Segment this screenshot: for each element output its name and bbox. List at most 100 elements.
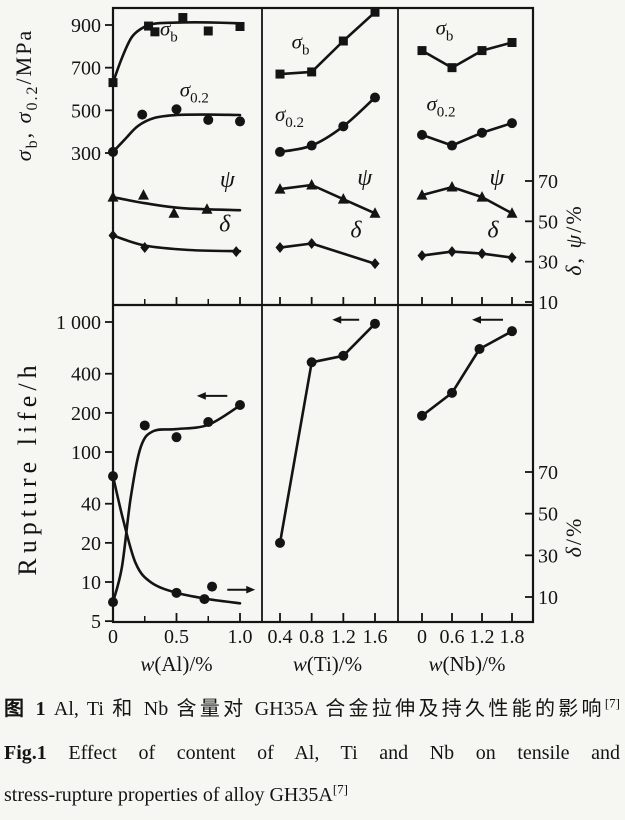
al-sigma-b-top-points xyxy=(108,13,245,88)
svg-text:σb, σ0.2/MPa: σb, σ0.2/MPa xyxy=(11,29,41,161)
nb-sigma-b-top-points xyxy=(417,37,517,73)
caption-cn-text: Al, Ti 和 Nb 含量对 GH35A 合金拉伸及持久性能的影响 xyxy=(45,698,605,720)
svg-text:w(Ti)/%: w(Ti)/% xyxy=(293,652,362,676)
svg-text:0: 0 xyxy=(108,626,118,648)
svg-text:0.4: 0.4 xyxy=(268,626,293,648)
nb-delta-top-curve xyxy=(420,250,514,259)
caption-english-line1: Fig.1 Effect of content of Al, Ti and Nb… xyxy=(4,740,620,767)
svg-text:1 000: 1 000 xyxy=(56,312,101,334)
ti-sigma-b-top-curve xyxy=(278,10,377,76)
al-axis-arrow-left-icon xyxy=(196,392,228,400)
ti-psi-top-curve xyxy=(278,183,377,215)
panel-al: 0 0.5 1.0 w(Al)/% σb σ0.2 ψδ xyxy=(107,13,256,676)
ti-psi-top-points xyxy=(274,179,381,218)
ti-delta-top-points xyxy=(275,238,380,270)
svg-text:0.8: 0.8 xyxy=(299,626,324,648)
svg-text:ψ: ψ xyxy=(357,165,373,191)
svg-text:σ0.2: σ0.2 xyxy=(426,91,455,120)
nb-sigma-02-top-curve xyxy=(420,121,514,147)
svg-text:1.2: 1.2 xyxy=(331,626,356,648)
nb-rupture-life-bottom-points xyxy=(417,326,517,421)
axis-top-left: 900 700 500 300 xyxy=(71,15,114,165)
svg-text:10: 10 xyxy=(538,587,558,609)
al-rupture-life-bottom-points xyxy=(108,399,245,608)
ti-sigma-b-top-points xyxy=(275,7,380,79)
svg-text:40: 40 xyxy=(81,494,101,516)
svg-text:0.5: 0.5 xyxy=(164,626,189,648)
svg-text:1.8: 1.8 xyxy=(500,626,525,648)
al-delta-rupture-bottom-points xyxy=(108,471,218,605)
svg-text:30: 30 xyxy=(538,252,558,274)
al-delta-top-curve xyxy=(111,234,242,253)
nb-sigma-b-top-curve xyxy=(420,41,514,69)
caption-cn-ref: [7] xyxy=(604,695,621,711)
svg-text:5: 5 xyxy=(91,611,101,633)
caption-en-ref: [7] xyxy=(332,781,348,797)
ti-rupture-life-bottom-points xyxy=(275,318,380,548)
ti-axis-arrow-left-icon xyxy=(332,315,360,324)
caption-english-line2: stress-rupture properties of alloy GH35A… xyxy=(4,782,620,809)
svg-text:50: 50 xyxy=(538,504,558,526)
al-psi-top-points xyxy=(107,189,213,218)
al-delta-top-points xyxy=(108,229,241,258)
axis-top-right: 70 50 30 10 xyxy=(525,171,558,314)
svg-text:w(Al)/%: w(Al)/% xyxy=(140,652,212,676)
al-sigma-02-top-curve xyxy=(111,113,242,154)
svg-text:400: 400 xyxy=(71,364,101,386)
al-psi-top-curve xyxy=(111,195,242,212)
svg-text:0.6: 0.6 xyxy=(440,626,465,648)
panel-nb: 0 0.6 1.2 1.8 w(Nb)/% σb σ0.2 ψδ xyxy=(416,16,525,676)
nb-psi-top-points xyxy=(416,181,518,218)
caption-en-text2: stress-rupture properties of alloy GH35A xyxy=(4,784,333,806)
svg-text:0: 0 xyxy=(417,626,427,648)
al-sigma-02-top-points xyxy=(108,104,245,157)
caption-en-label: Fig.1 xyxy=(4,742,47,764)
nb-sigma-02-top-points xyxy=(417,118,517,151)
svg-text:70: 70 xyxy=(538,171,558,193)
svg-text:σb: σb xyxy=(292,29,310,58)
caption-en-text1: Effect of content of Al, Ti and Nb on te… xyxy=(46,742,620,764)
svg-text:ψ: ψ xyxy=(220,167,236,193)
axis-bottom-right: 70 50 30 10 xyxy=(525,462,558,609)
ti-sigma-02-top-points xyxy=(275,92,380,157)
nb-delta-top-points xyxy=(417,246,517,264)
svg-text:30: 30 xyxy=(538,545,558,567)
svg-text:δ/%: δ/% xyxy=(561,517,586,558)
svg-text:1.0: 1.0 xyxy=(228,626,253,648)
svg-text:200: 200 xyxy=(71,403,101,425)
svg-text:300: 300 xyxy=(71,143,101,165)
svg-text:70: 70 xyxy=(538,462,558,484)
axis-bottom-left: 1 000 400 200 100 40 20 10 5 xyxy=(56,312,114,633)
svg-text:900: 900 xyxy=(71,15,101,37)
caption-cn-label: 图 1 xyxy=(4,698,46,720)
svg-text:1.6: 1.6 xyxy=(363,626,388,648)
svg-text:σ0.2: σ0.2 xyxy=(275,102,304,131)
nb-rupture-life-bottom-curve xyxy=(420,329,514,418)
al-rupture-life-bottom-curve xyxy=(111,404,242,604)
nb-psi-top-curve xyxy=(420,185,514,215)
svg-text:10: 10 xyxy=(81,572,101,594)
caption-chinese: 图 1 Al, Ti 和 Nb 含量对 GH35A 合金拉伸及持久性能的影响[7… xyxy=(4,696,620,723)
svg-text:Rupture life/h: Rupture life/h xyxy=(13,360,42,575)
svg-text:1.2: 1.2 xyxy=(470,626,495,648)
svg-text:20: 20 xyxy=(81,533,101,555)
svg-text:10: 10 xyxy=(538,292,558,314)
svg-text:σb: σb xyxy=(160,17,178,46)
svg-text:δ, ψ/%: δ, ψ/% xyxy=(561,204,586,275)
svg-text:700: 700 xyxy=(71,58,101,80)
svg-text:500: 500 xyxy=(71,100,101,122)
svg-text:100: 100 xyxy=(71,442,101,464)
svg-text:δ: δ xyxy=(350,217,362,243)
axis-titles: σb, σ0.2/MPa Rupture life/h δ, ψ/% δ/% xyxy=(11,29,586,576)
plot-frame xyxy=(111,6,535,624)
nb-axis-arrow-left-icon xyxy=(472,315,503,324)
svg-text:w(Nb)/%: w(Nb)/% xyxy=(429,652,506,676)
svg-text:50: 50 xyxy=(538,211,558,233)
ti-rupture-life-bottom-curve xyxy=(278,322,377,545)
al-axis-arrow-right-icon xyxy=(227,585,256,594)
svg-text:δ: δ xyxy=(487,217,499,243)
ti-delta-top-curve xyxy=(278,242,377,265)
svg-text:ψ: ψ xyxy=(490,165,506,191)
